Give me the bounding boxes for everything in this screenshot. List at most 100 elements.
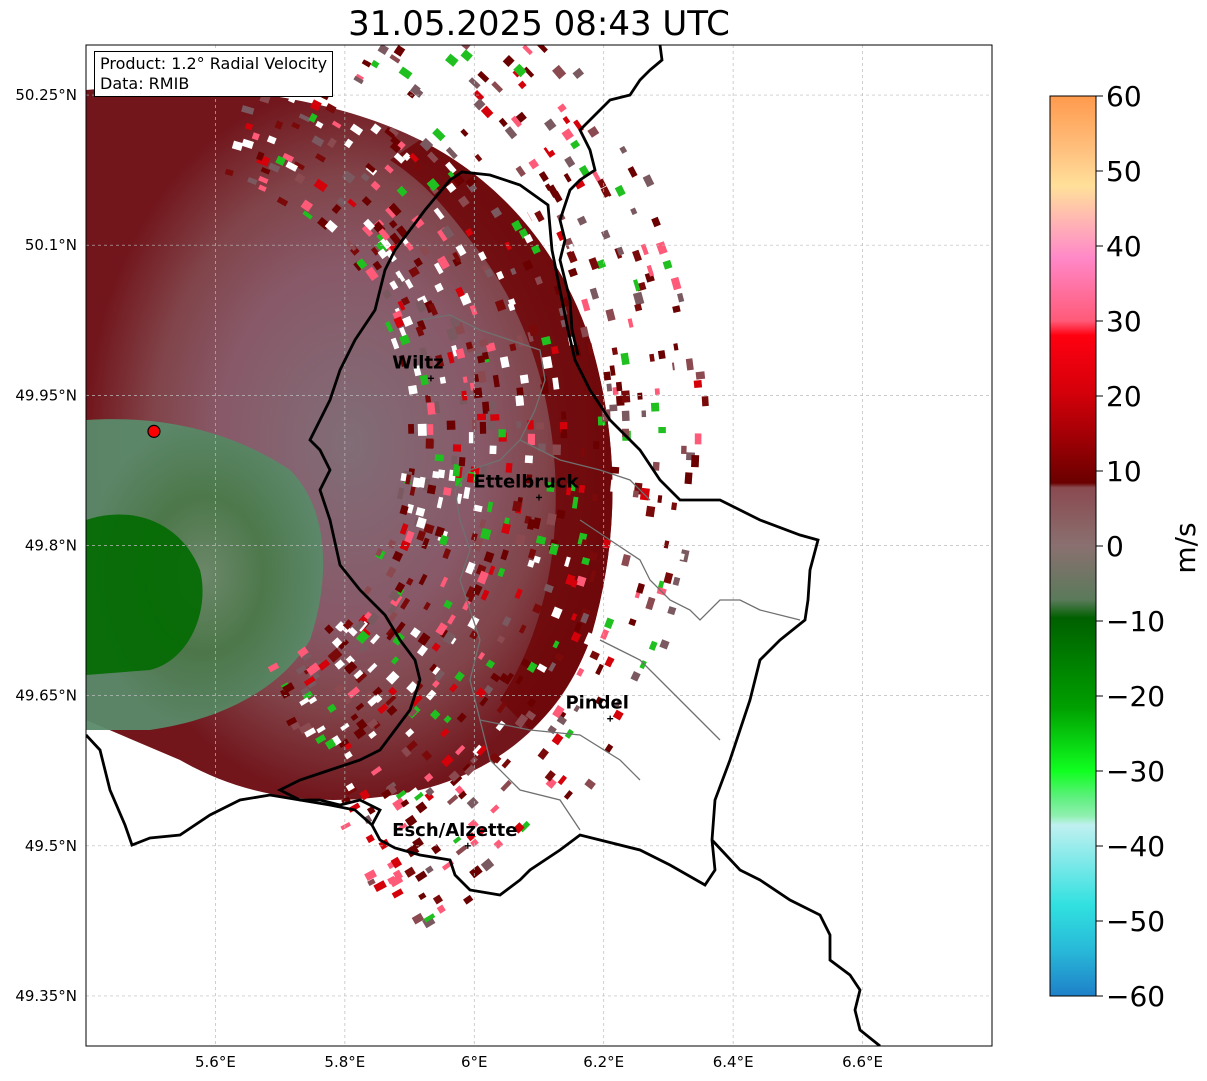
echo-speckle [505,462,513,473]
echo-speckle [673,343,679,351]
echo-speckle [618,666,628,678]
radar-site-marker [147,424,161,438]
echo-speckle [553,285,561,295]
echo-speckle [314,153,326,163]
echo-speckle [389,142,401,153]
echo-speckle [380,13,391,24]
plus-icon [607,715,614,722]
echo-speckle [564,156,576,168]
echo-speckle [415,299,428,313]
echo-speckle [575,201,589,216]
echo-speckle [353,75,364,85]
echo-speckle [536,663,548,673]
echo-speckle [447,351,455,364]
echo-speckle [340,822,352,831]
echo-speckle [564,556,571,568]
germany-border-south [710,839,881,1046]
echo-speckle [488,565,496,576]
echo-speckle [463,486,471,499]
echo-speckle [355,102,368,114]
echo-speckle [486,501,494,513]
echo-speckle [580,447,586,456]
echo-speckle [516,421,522,428]
echo-speckle [282,152,295,163]
echo-speckle [426,178,440,192]
echo-speckle [649,353,655,362]
echo-speckle [563,790,573,800]
echo-speckle [452,251,462,263]
echo-speckle [654,388,660,395]
echo-speckle [346,17,357,28]
echo-speckle [544,118,557,131]
echo-speckle [261,33,273,41]
colorbar-tick-label: 60 [1106,80,1142,113]
echo-speckle [306,679,317,689]
echo-speckle [614,123,625,137]
echo-speckle [621,410,630,422]
echo-speckle [566,250,578,264]
echo-speckle [640,302,651,311]
echo-speckle [480,527,492,540]
echo-speckle [642,174,655,188]
echo-speckle [425,394,432,403]
echo-speckle [545,143,555,152]
echo-speckle [672,576,681,586]
echo-speckle [477,70,490,83]
echo-speckle [467,155,482,170]
echo-speckle [409,152,419,163]
echo-speckle [469,304,478,316]
echo-speckle [363,585,372,595]
echo-speckle [308,113,318,123]
echo-speckle [421,750,433,761]
echo-speckle [409,84,425,98]
echo-speckle [370,246,380,256]
echo-speckle [479,338,489,347]
echo-speckle [499,356,510,369]
echo-speckle [552,640,560,649]
echo-speckle [695,371,706,380]
echo-speckle [588,570,597,583]
echo-speckle [532,555,541,564]
echo-speckle [530,244,541,255]
echo-speckle [550,345,559,355]
borders [86,45,881,1046]
echo-speckle [480,589,490,601]
echo-speckle [479,518,487,529]
echo-speckle [373,693,383,704]
echo-speckle [434,669,446,682]
echo-speckle [432,470,440,479]
echo-speckle [573,704,581,713]
echo-speckle [534,210,545,223]
echo-speckle [522,259,534,271]
echo-speckle [594,696,604,706]
echo-speckle [386,705,398,716]
echo-speckle [334,659,345,670]
echo-speckle [370,633,380,645]
echo-speckle [515,165,526,178]
echo-speckle [589,650,600,661]
echo-speckle [632,490,639,498]
echo-speckle [400,916,412,929]
echo-speckle [388,686,398,696]
echo-speckle [363,611,372,620]
echo-speckle [518,624,527,634]
echo-speckle [449,774,463,787]
echo-speckle [591,493,598,502]
echo-speckle [361,59,372,68]
echo-speckle [388,126,399,137]
echo-speckle [298,113,311,123]
echo-speckle [473,89,485,102]
colorbar-ticks: 60 50 40 30 20 10 0 −10 −20 −30 −40 −50 −60 [1096,80,1165,1013]
echo-speckle [610,479,617,493]
echo-speckle [245,122,254,131]
echo-speckle [431,642,441,652]
echo-speckle [387,539,397,549]
echo-speckle [605,308,616,322]
map-title: 31.05.2025 08:43 UTC [348,4,730,44]
echo-speckle [630,671,641,682]
echo-speckle [354,619,366,632]
echo-speckle [470,838,479,848]
echo-speckle [324,624,334,635]
echo-speckle [454,744,466,756]
echo-speckle [646,264,655,277]
